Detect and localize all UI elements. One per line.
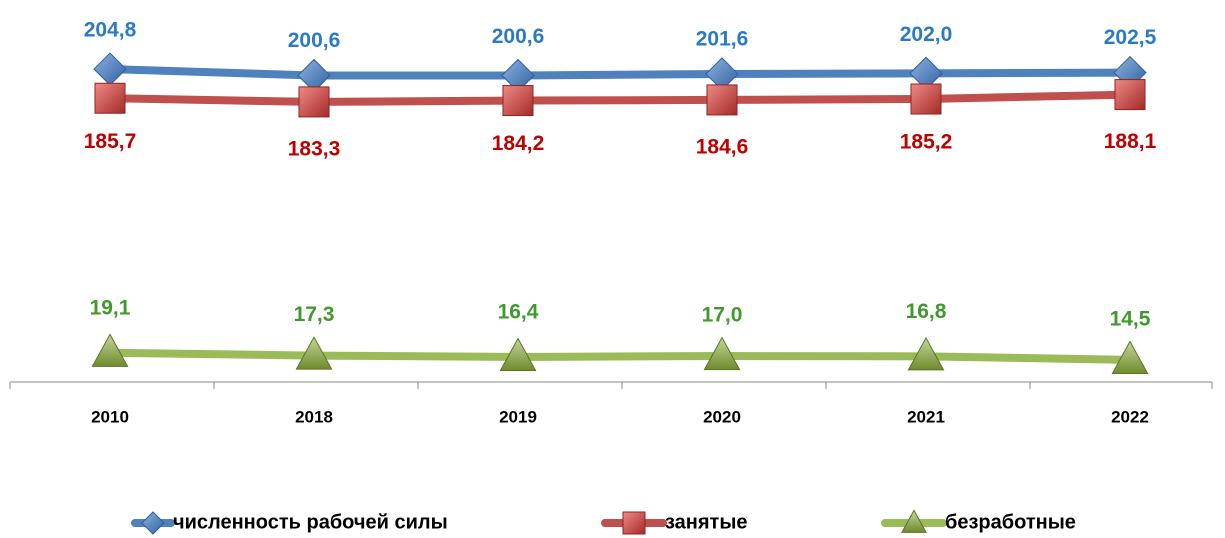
legend-label: безработные (945, 511, 1076, 533)
data-label: 184,6 (696, 135, 749, 158)
data-label: 204,8 (84, 19, 137, 42)
series-line (109, 348, 1131, 364)
data-label: 19,1 (90, 296, 131, 319)
marker (502, 85, 534, 117)
data-label: 184,2 (492, 132, 545, 155)
legend-label: численность рабочей силы (173, 511, 448, 533)
data-label: 188,1 (1104, 130, 1157, 153)
data-label: 185,7 (84, 130, 137, 153)
marker (298, 86, 330, 118)
marker (622, 511, 646, 535)
marker (499, 337, 537, 372)
marker (907, 336, 945, 371)
marker (1114, 79, 1146, 111)
x-tick-label: 2019 (499, 407, 537, 426)
data-label: 200,6 (288, 29, 341, 52)
data-label: 16,4 (498, 300, 539, 323)
series-line (109, 90, 1131, 106)
marker (295, 336, 333, 370)
x-tick-label: 2018 (295, 407, 333, 426)
marker (901, 509, 927, 533)
data-label: 14,5 (1110, 307, 1151, 330)
x-tick-label: 2022 (1111, 407, 1149, 426)
marker (910, 83, 942, 115)
data-label: 17,3 (294, 303, 335, 326)
data-label: 16,8 (906, 300, 947, 323)
data-label: 201,6 (696, 28, 749, 51)
marker (1111, 340, 1149, 374)
data-label: 202,5 (1104, 26, 1157, 49)
x-tick-label: 2010 (91, 407, 129, 426)
data-label: 185,2 (900, 131, 953, 154)
series-line (109, 65, 1131, 80)
legend-label: занятые (665, 511, 748, 533)
marker (91, 333, 129, 367)
marker (703, 336, 741, 371)
data-label: 200,6 (492, 25, 545, 48)
marker (94, 82, 126, 114)
x-tick-label: 2020 (703, 407, 741, 426)
data-label: 17,0 (702, 304, 743, 327)
data-label: 202,0 (900, 23, 953, 46)
marker (93, 52, 127, 86)
marker (706, 84, 738, 116)
x-tick-label: 2021 (907, 407, 945, 426)
data-label: 183,3 (288, 137, 341, 160)
marker (141, 511, 165, 535)
